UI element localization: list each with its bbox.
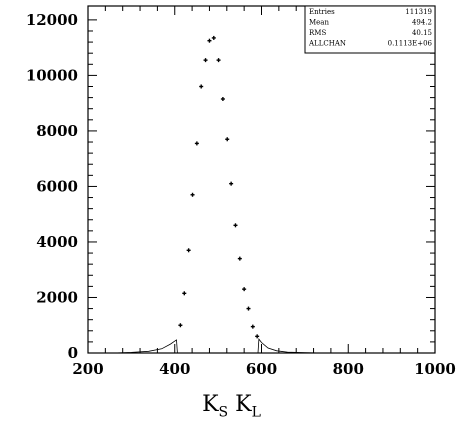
data-point (207, 38, 212, 43)
stats-label: Mean (309, 19, 329, 27)
x-axis-label-k1: K (202, 392, 219, 417)
data-point (178, 323, 183, 328)
data-point (186, 248, 191, 253)
data-point (255, 334, 260, 339)
data-point (182, 291, 187, 296)
stats-label: ALLCHAN (308, 40, 346, 48)
stats-value: 40.15 (412, 29, 432, 37)
data-point (229, 181, 234, 186)
data-point (250, 324, 255, 329)
stats-value: 494.2 (412, 19, 432, 27)
data-point (242, 287, 247, 292)
mc-curve-group (113, 338, 323, 354)
data-point (216, 58, 221, 63)
y-tick-label: 8000 (36, 122, 78, 140)
data-point (194, 141, 199, 146)
x-tick-label: 1000 (414, 360, 456, 378)
stats-value: 0.1113E+06 (388, 40, 433, 48)
y-tick-label: 6000 (36, 177, 78, 195)
data-point (199, 84, 204, 89)
y-tick-label: 10000 (26, 66, 78, 84)
data-point (211, 35, 216, 40)
mc-curve (113, 338, 323, 354)
y-tick-label: 12000 (26, 11, 78, 29)
data-point (190, 192, 195, 197)
stats-box-frame (304, 5, 436, 54)
x-tick-label: 200 (72, 360, 103, 378)
y-tick-label: 0 (68, 344, 78, 362)
stats-value: 111319 (405, 8, 432, 16)
x-axis-label-k2: K (235, 392, 252, 417)
data-point (203, 58, 208, 63)
data-point (246, 306, 251, 311)
y-tick-label: 4000 (36, 233, 78, 251)
axis-tick-labels: 200 400 600 800 1000020004000600080001000012… (26, 11, 456, 378)
x-axis-label-sub-s: S (218, 404, 229, 421)
x-tick-label: 600 (246, 360, 277, 378)
axis-ticks (87, 6, 436, 354)
data-points-group (178, 35, 260, 339)
stats-box: Entries 111319 Mean 494.2 RMS 40.15 ALLCHAN 0.1… (304, 5, 436, 54)
data-point (233, 223, 238, 228)
data-point (237, 256, 242, 261)
x-axis-label: KS KL (0, 392, 463, 420)
data-point (220, 96, 225, 101)
x-tick-label: 800 (333, 360, 364, 378)
x-axis-label-sub-l: L (251, 404, 261, 421)
x-tick-label: 400 (159, 360, 190, 378)
stats-label: RMS (309, 29, 326, 37)
stats-label: Entries (309, 8, 335, 16)
y-tick-label: 2000 (36, 288, 78, 306)
data-point (225, 137, 230, 142)
plot-frame (87, 5, 436, 354)
